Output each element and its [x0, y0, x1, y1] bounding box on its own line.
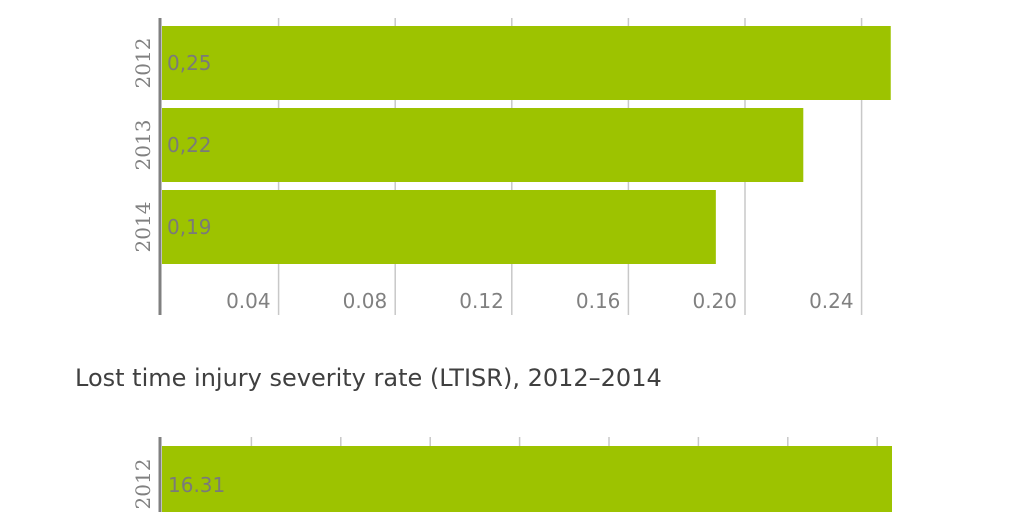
x-tick-label: 0.04: [226, 289, 271, 313]
category-label: 2013: [131, 120, 155, 171]
category-label: 2012: [131, 459, 155, 510]
category-label: 2012: [131, 38, 155, 89]
ltifr-chart: 0.04 0.08 0.12 0.16 0.20 0.24 0,25 2012 0,22 2013…: [131, 18, 891, 315]
x-tick-label: 0.20: [692, 289, 737, 313]
x-tick-label: 0.08: [343, 289, 388, 313]
category-label: 2014: [131, 202, 155, 253]
bar-2012: [162, 446, 892, 512]
bar-2013: [162, 108, 804, 182]
data-label: 0,19: [167, 215, 212, 239]
data-label: 0,25: [167, 51, 212, 75]
data-label: 16.31: [168, 473, 225, 497]
x-tick-label: 0.24: [809, 289, 854, 313]
bar-2014: [162, 190, 716, 264]
bar-2012: [162, 26, 891, 100]
chart-title: Lost time injury severity rate (LTISR), …: [75, 364, 662, 392]
data-label: 0,22: [167, 133, 212, 157]
x-tick-label: 0.16: [576, 289, 621, 313]
x-tick-label: 0.12: [459, 289, 504, 313]
